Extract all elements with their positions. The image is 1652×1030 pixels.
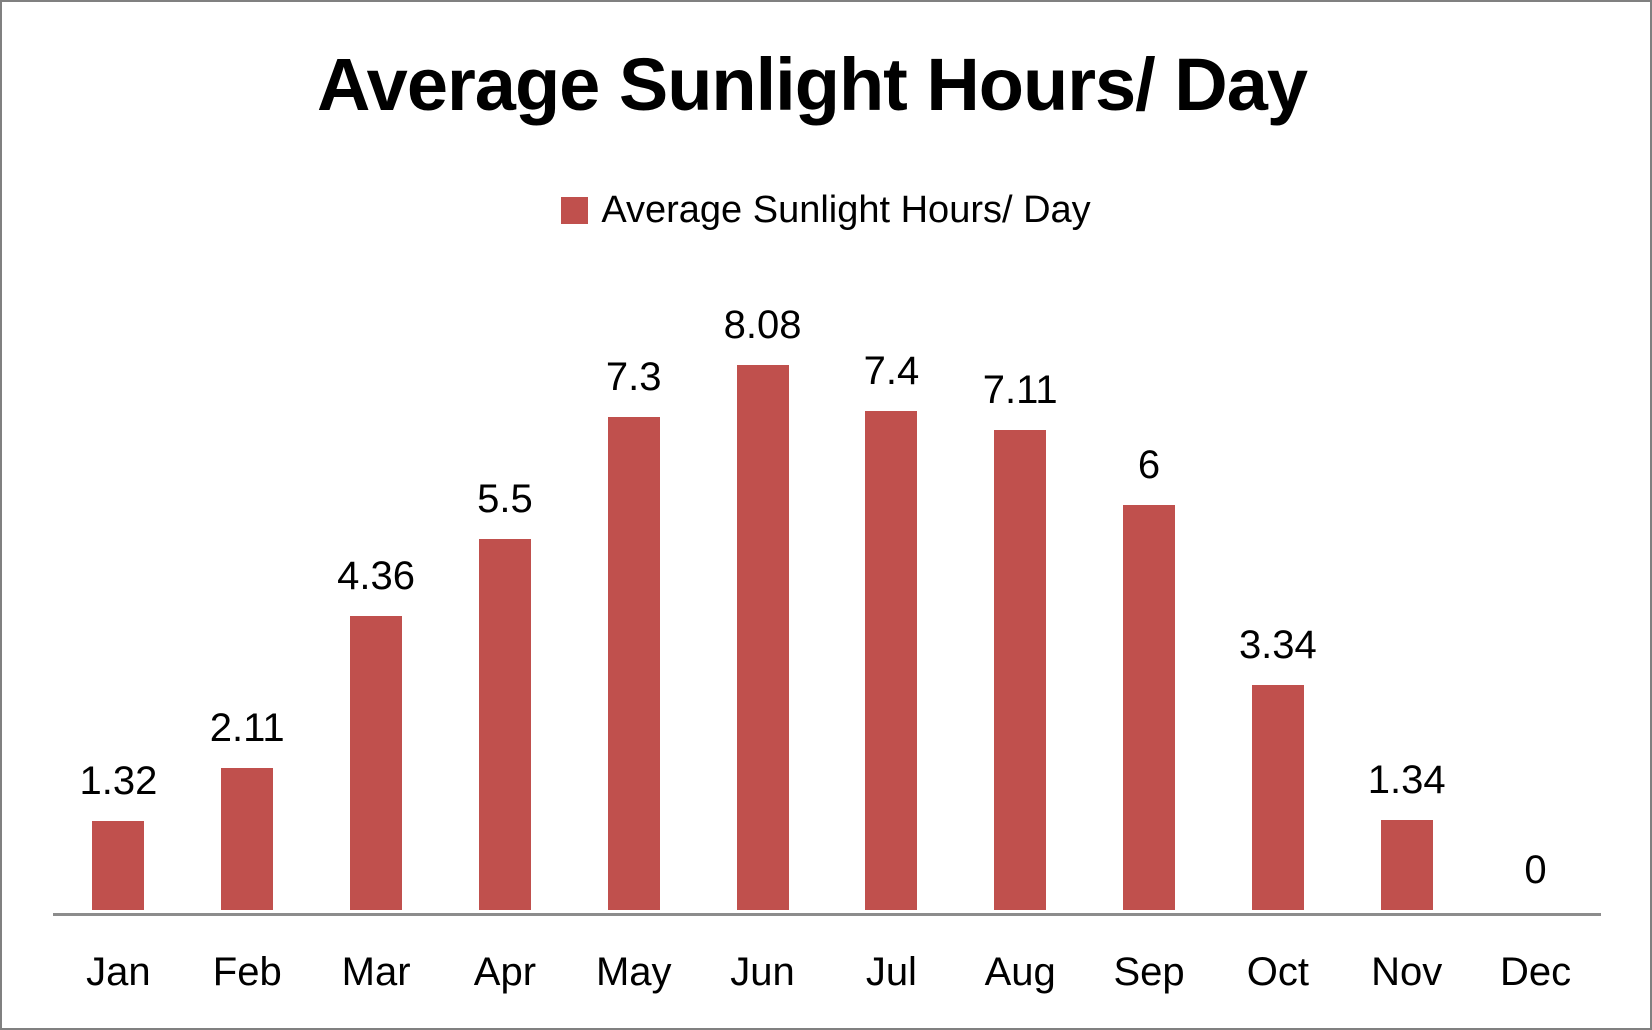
x-axis-tick-label: May <box>595 950 672 994</box>
x-axis-tick-label: Aug <box>984 950 1056 994</box>
bar <box>736 364 789 910</box>
x-axis-tick-label: Jan <box>86 950 151 994</box>
bar-slot: 0 <box>1471 210 1600 910</box>
data-label: 5.5 <box>477 476 533 521</box>
x-axis-tick-label: Nov <box>1371 950 1443 994</box>
chart-title: Average Sunlight Hours/ Day <box>316 43 1308 126</box>
bar <box>478 538 531 910</box>
bar <box>221 767 274 910</box>
x-axis-tick-label: Oct <box>1246 950 1309 994</box>
data-label: 4.36 <box>337 553 415 598</box>
x-axis-tick-label: Jun <box>730 950 795 994</box>
bar-slot: 6 <box>1085 210 1214 910</box>
bar-slot: 4.36 <box>312 210 441 910</box>
bar <box>1380 819 1433 910</box>
data-label: 2.11 <box>209 705 285 750</box>
bar-slot: 5.5 <box>440 210 569 910</box>
data-label: 1.34 <box>1367 757 1446 802</box>
bar-slot: 7.11 <box>956 210 1085 910</box>
x-axis-tick-label: Apr <box>473 950 537 994</box>
data-label: 0 <box>1524 848 1547 892</box>
bar-slot: 2.11 <box>183 210 312 910</box>
bar <box>92 820 145 910</box>
bar <box>994 430 1047 910</box>
x-axis-tick-label: Dec <box>1499 950 1572 994</box>
data-label: 7.3 <box>605 355 662 400</box>
bar-slot: 7.4 <box>827 210 956 910</box>
bar-slot: 1.34 <box>1342 210 1471 910</box>
data-label: 7.4 <box>863 348 920 393</box>
bar-slot: 8.08 <box>698 210 827 910</box>
x-axis-labels: Jan Feb Mar Apr May Jun Jul Aug Sep Oct Nov Dec <box>54 950 1600 995</box>
data-label: 8.08 <box>723 302 802 347</box>
x-axis-tick-label: Sep <box>1113 950 1185 994</box>
x-axis-tick-label: Jul <box>865 950 917 994</box>
bar <box>1123 505 1176 910</box>
x-axis-line <box>53 913 1601 916</box>
bar <box>607 417 660 910</box>
legend: Average Sunlight Hours/ Day <box>2 188 1650 232</box>
data-label: 3.34 <box>1238 622 1317 667</box>
bar-slot: 7.3 <box>569 210 698 910</box>
bar <box>865 410 918 910</box>
data-label: 7.11 <box>982 368 1058 413</box>
plot-area: 1.32 2.11 4.36 5.5 7.3 8.08 7.4 7.11 6 3.34 1.34 0 <box>54 210 1600 910</box>
legend-label: Average Sunlight Hours/ Day <box>601 188 1091 231</box>
bar <box>1251 684 1304 910</box>
x-axis-tick-label: Mar <box>341 950 411 994</box>
bar-slot: 3.34 <box>1213 210 1342 910</box>
data-label: 6 <box>1137 443 1161 487</box>
x-axis-tick-label: Feb <box>212 950 282 994</box>
bar <box>350 615 403 910</box>
bar-slot: 1.32 <box>54 210 183 910</box>
data-label: 1.32 <box>79 758 158 803</box>
legend-swatch-icon <box>561 196 589 224</box>
